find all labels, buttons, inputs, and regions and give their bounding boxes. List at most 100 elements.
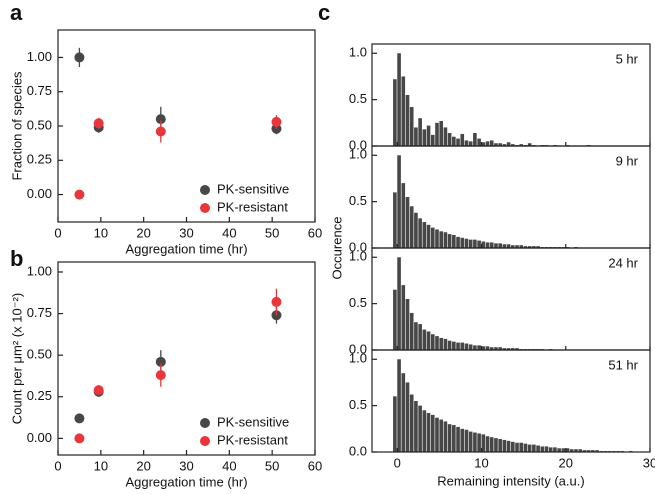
histogram-bar (506, 348, 511, 350)
histogram-bar (565, 448, 570, 452)
y-tick-label: 0.75 (27, 305, 52, 320)
x-tick-label: 0 (54, 458, 61, 473)
histogram-bar (452, 235, 456, 248)
histogram-bar (515, 442, 519, 452)
histogram-bar (452, 425, 456, 452)
histogram-bar (523, 246, 528, 248)
histogram-bar (452, 136, 456, 146)
histogram-bar (468, 431, 473, 452)
data-point (74, 52, 85, 63)
data-point (93, 118, 104, 129)
histogram-bar (485, 346, 490, 350)
histogram-bar (489, 242, 494, 248)
legend-marker (200, 418, 210, 428)
y-tick-label: 0.5 (349, 91, 367, 106)
histogram-bar (405, 197, 410, 248)
histogram-bar (456, 138, 460, 146)
plot-frame (371, 43, 651, 147)
histogram-bar (443, 127, 448, 146)
x-tick-label: 10 (94, 225, 108, 240)
histogram-bar (481, 142, 486, 146)
x-tick-label: 50 (265, 458, 279, 473)
histogram-bar (498, 439, 502, 452)
legend-label: PK-sensitive (217, 414, 289, 429)
y-tick-label: 0.25 (27, 388, 52, 403)
x-axis-label: Aggregation time (hr) (125, 474, 247, 489)
y-tick-label: 0.5 (349, 193, 367, 208)
histogram-bar (502, 144, 507, 146)
legend-label: PK-resistant (217, 199, 288, 214)
data-point (155, 114, 166, 125)
histogram-bar (456, 426, 460, 452)
histogram-bar (582, 450, 587, 452)
histogram-bar (447, 234, 452, 248)
histogram-bar (460, 342, 465, 350)
histogram-bar (464, 140, 469, 146)
x-tick-label: 60 (308, 458, 322, 473)
data-point (93, 385, 104, 396)
y-tick-label: 0.0 (349, 443, 367, 458)
histogram-bar (489, 140, 494, 146)
histogram-bar (443, 421, 448, 452)
histogram-bar (439, 120, 444, 146)
x-tick-label: 60 (308, 225, 322, 240)
y-tick-label: 1.00 (27, 263, 52, 278)
histogram-bar (511, 348, 515, 350)
histogram-bar (418, 218, 422, 248)
data-point (271, 116, 282, 127)
y-tick-label: 0.75 (27, 83, 52, 98)
histogram-bar (414, 401, 418, 452)
histogram-bar (468, 141, 473, 146)
histogram-bar (519, 442, 524, 452)
legend-label: PK-resistant (217, 432, 288, 447)
histogram-bar (435, 229, 439, 248)
histogram-bar (536, 246, 540, 248)
histogram-bar (574, 449, 578, 452)
histogram-bar (557, 448, 561, 452)
histogram-bar (405, 382, 410, 452)
histogram-bar (443, 338, 448, 350)
histogram-bar (409, 394, 414, 452)
histogram-bar (414, 322, 418, 350)
histogram-bar (422, 222, 427, 248)
histogram-bar (460, 133, 465, 146)
histogram-bar (409, 206, 414, 248)
x-tick-label: 20 (136, 458, 150, 473)
histogram-bar (494, 438, 498, 452)
panel-label: b (10, 246, 23, 271)
histogram-bar (494, 347, 498, 350)
histogram-bar (397, 257, 401, 350)
histogram-bar (422, 129, 427, 146)
histogram-bar (397, 359, 401, 452)
histogram-bar (494, 243, 498, 248)
histogram-bar (591, 450, 595, 452)
histogram-bar (430, 334, 435, 350)
histogram-bar (485, 141, 490, 146)
x-tick-label: 40 (222, 225, 236, 240)
histogram-bar (401, 285, 406, 350)
y-tick-label: 0.25 (27, 152, 52, 167)
histogram-bar (447, 424, 452, 452)
histogram-bar (544, 446, 549, 452)
y-tick-label: 0.50 (27, 347, 52, 362)
histogram-bar (397, 53, 401, 146)
histogram-bar (401, 183, 406, 248)
histogram-bar (409, 107, 414, 146)
histogram-bar (430, 134, 435, 146)
plot-frame (371, 145, 651, 249)
histogram-bar (540, 446, 545, 452)
y-tick-label: 1.0 (349, 351, 367, 366)
data-point (155, 356, 166, 367)
histogram-bar (452, 341, 456, 350)
x-axis-label: Aggregation time (hr) (125, 241, 247, 256)
histogram-bar (481, 346, 486, 350)
histogram-bar (485, 242, 490, 248)
histogram-bar (532, 444, 536, 452)
histogram-bar (401, 76, 406, 146)
histogram-bar (506, 244, 511, 248)
histogram-bar (426, 331, 431, 350)
histogram-bar (473, 133, 477, 146)
histogram-bar (506, 142, 511, 146)
x-axis-label: Remaining intensity (a.u.) (437, 473, 584, 488)
histogram-bar (468, 344, 473, 350)
